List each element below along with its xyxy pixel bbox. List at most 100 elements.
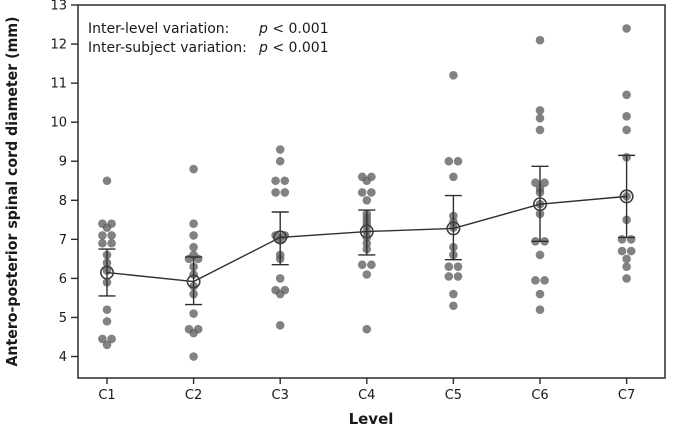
data-point <box>453 272 463 281</box>
data-point <box>367 260 376 270</box>
x-tick-label: C6 <box>531 388 548 403</box>
data-point <box>357 188 367 197</box>
annotation-inter-level-p-symbol: p <box>258 21 268 37</box>
data-point <box>271 188 280 197</box>
data-point <box>102 176 112 186</box>
data-point <box>617 246 627 256</box>
annotation-inter-subject: Inter-subject variation: p < 0.001 <box>88 40 329 56</box>
data-point <box>622 274 631 283</box>
data-point <box>535 250 545 260</box>
data-point <box>189 328 198 338</box>
data-point <box>449 301 458 311</box>
y-tick-label: 5 <box>59 311 67 326</box>
annotation-inter-level-label: Inter-level variation: <box>88 21 229 37</box>
data-point <box>535 125 545 135</box>
data-point <box>617 235 627 244</box>
mean-marker <box>619 189 634 204</box>
data-point <box>622 254 631 264</box>
data-point <box>275 274 285 283</box>
mean-marker <box>273 230 288 245</box>
data-point <box>444 262 454 271</box>
data-point <box>622 262 631 271</box>
y-tick-label: 8 <box>59 194 67 209</box>
mean-line-and-errorbars <box>98 154 636 306</box>
y-tick-label: 10 <box>50 116 67 131</box>
data-point <box>535 113 545 123</box>
y-axis-title: Antero-posterior spinal cord diameter (m… <box>3 17 21 367</box>
data-point <box>362 270 372 279</box>
data-point <box>189 231 198 240</box>
data-point <box>453 262 463 271</box>
data-point <box>193 254 203 264</box>
data-point <box>275 145 285 154</box>
data-point <box>184 254 194 264</box>
y-tick-label: 6 <box>59 272 67 287</box>
y-tick-label: 9 <box>59 155 67 170</box>
data-point <box>622 90 631 100</box>
scatter-points <box>98 24 636 361</box>
data-point <box>189 219 198 229</box>
data-point <box>626 246 636 256</box>
mean-marker <box>100 265 115 280</box>
data-point <box>626 235 636 244</box>
x-tick-label: C1 <box>98 388 115 403</box>
data-point <box>102 340 112 350</box>
data-point <box>275 320 285 330</box>
data-point <box>271 176 280 186</box>
data-point <box>98 238 107 248</box>
data-point <box>622 24 631 33</box>
data-point <box>102 317 112 326</box>
y-tick-label: 13 <box>50 0 67 14</box>
data-point <box>98 231 107 240</box>
data-point <box>622 112 631 121</box>
mean-marker <box>186 274 201 289</box>
x-tick-label: C2 <box>185 388 202 403</box>
data-point <box>535 106 545 115</box>
y-tick-label: 12 <box>50 38 67 53</box>
data-point <box>189 352 198 361</box>
data-point <box>102 305 112 314</box>
y-tick-label: 7 <box>59 233 67 248</box>
annotation-inter-subject-p-symbol: p <box>258 40 268 56</box>
y-axis-ticks: 4 5 6 7 8 9 10 11 12 13 <box>50 0 78 365</box>
data-point <box>449 172 458 182</box>
data-point <box>362 195 372 205</box>
x-tick-label: C7 <box>618 388 635 403</box>
data-point <box>189 309 198 318</box>
annotation-inter-subject-p-value: < 0.001 <box>272 40 328 56</box>
data-point <box>367 188 376 197</box>
data-point <box>362 176 372 186</box>
annotation-inter-subject-label: Inter-subject variation: <box>88 40 247 56</box>
data-point <box>535 305 545 314</box>
data-point <box>102 223 112 232</box>
data-point <box>540 178 549 188</box>
data-point <box>107 238 116 248</box>
data-point <box>357 260 367 270</box>
data-point <box>535 35 545 45</box>
x-tick-label: C3 <box>272 388 289 403</box>
data-point <box>275 289 285 299</box>
mean-marker <box>446 221 461 236</box>
data-point <box>540 276 549 285</box>
data-point <box>622 125 631 135</box>
y-tick-label: 11 <box>50 77 67 92</box>
data-point <box>107 231 116 240</box>
mean-marker <box>532 197 547 212</box>
data-point <box>189 242 198 252</box>
y-tick-label: 4 <box>59 350 67 365</box>
plot-frame <box>77 4 666 379</box>
annotation-inter-level: Inter-level variation: p < 0.001 <box>88 21 329 37</box>
data-point <box>444 272 454 281</box>
data-point <box>275 156 285 166</box>
x-tick-label: C5 <box>445 388 462 403</box>
x-axis-ticks: C1 C2 C3 C4 C5 C6 C7 <box>98 378 635 403</box>
data-point <box>98 334 107 344</box>
data-point <box>189 164 198 174</box>
data-point <box>280 188 290 197</box>
data-point <box>362 324 372 334</box>
data-point <box>280 176 290 186</box>
data-point <box>535 289 545 299</box>
data-point <box>531 276 540 285</box>
